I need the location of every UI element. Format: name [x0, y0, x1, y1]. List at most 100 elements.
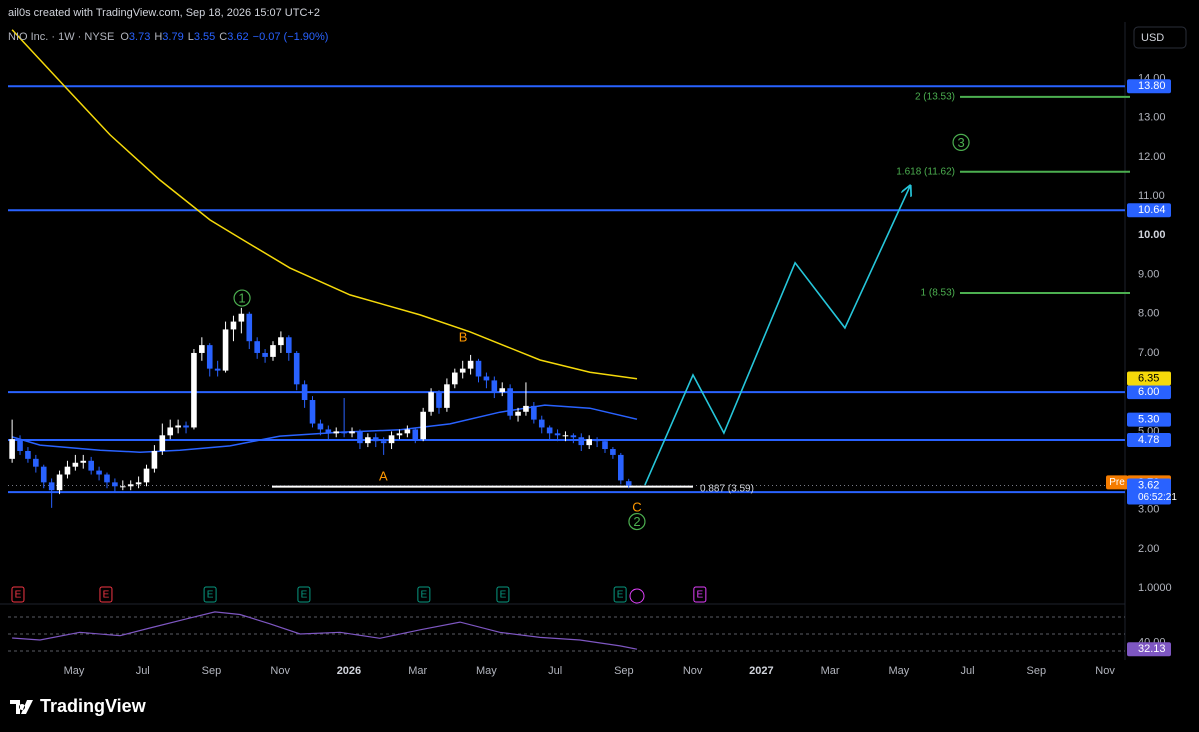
level-tag [1127, 203, 1171, 218]
candle-body [610, 449, 616, 455]
price-tag-label: 5.30 [1138, 414, 1159, 426]
candle-body [483, 376, 490, 381]
x-tick-label: 2027 [749, 665, 773, 677]
alert-icon [629, 588, 645, 604]
event-label: E [421, 590, 428, 601]
wave-label: A [379, 469, 388, 484]
legend-value: 3.73 [129, 31, 150, 43]
x-tick-label: Jul [548, 665, 562, 677]
event-label: E [697, 590, 704, 601]
plot-area [8, 29, 1125, 508]
candle-body [491, 380, 498, 393]
wave-circle [233, 289, 251, 307]
fib-label: 2 (13.53) [915, 92, 955, 103]
wave-label: C [632, 500, 641, 515]
price-tag-label: 3.62 [1138, 479, 1159, 491]
x-tick-label: Nov [683, 665, 703, 677]
y-tick-label: 7.00 [1138, 347, 1159, 359]
candle-body [222, 329, 229, 371]
candle-body [191, 352, 197, 428]
candle-body [388, 435, 395, 444]
y-tick-label: 11.00 [1138, 190, 1165, 202]
candle-body [341, 431, 347, 434]
candle-body [475, 360, 482, 377]
legend: NIO Inc. · 1W · NYSE O3.73 H3.79 L3.55 C3.62… [8, 31, 328, 43]
candle-body [254, 341, 260, 353]
candle-body [309, 400, 316, 424]
level-tag [1127, 79, 1171, 94]
x-tick-label: Jul [961, 665, 975, 677]
candle-body [127, 484, 134, 487]
candle-body [48, 482, 55, 491]
candle-body [554, 433, 561, 436]
brand: TradingView [10, 696, 147, 716]
candle-body [372, 437, 379, 442]
price-tag [1127, 371, 1171, 386]
level-tag-label: 13.80 [1138, 80, 1166, 92]
rsi-tag-label: 32.13 [1138, 643, 1166, 655]
legend-value: 3.55 [194, 31, 215, 43]
event-badge [297, 586, 311, 603]
wave-label: B [459, 330, 468, 345]
x-tick-label: Nov [1095, 665, 1115, 677]
candle-body [293, 352, 300, 385]
price-tag-label: 6.35 [1138, 372, 1159, 384]
legend-label: O [120, 31, 129, 43]
retrace-label: 0.887 (3.59) [700, 483, 754, 494]
rsi-line [12, 611, 638, 650]
candle-body [562, 435, 569, 437]
x-tick-label: May [476, 665, 497, 677]
candle-body [285, 337, 292, 353]
candle-body [380, 441, 387, 444]
event-label: E [15, 590, 22, 601]
y-tick-label: 8.00 [1138, 308, 1159, 320]
level-tag-label: 4.78 [1138, 434, 1159, 446]
ma-line [11, 404, 638, 453]
candle-body [96, 470, 102, 475]
x-tick-label: Mar [821, 665, 840, 677]
legend-value: 3.62 [227, 31, 248, 43]
candle-body [515, 411, 521, 416]
currency[interactable]: USD [1141, 32, 1164, 44]
event-badge [417, 586, 431, 603]
candle-body [507, 388, 513, 416]
candle-body [602, 441, 608, 450]
candle-body [357, 431, 363, 444]
candle-body [230, 321, 237, 330]
countdown: 06:52:21 [1138, 492, 1177, 503]
candle-body [396, 433, 403, 436]
event-label: E [103, 590, 110, 601]
currency-box[interactable] [1133, 26, 1187, 49]
candle-body [112, 482, 118, 487]
candle-body [325, 429, 332, 434]
fib-label: 1 (8.53) [921, 288, 955, 299]
price-tag [1127, 412, 1171, 427]
event-label: E [500, 590, 507, 601]
y-tick-label: 9.00 [1138, 268, 1159, 280]
candle-body [151, 450, 158, 469]
x-tick-label: May [888, 665, 909, 677]
ma-line [11, 29, 638, 380]
y-tick-label: 2.00 [1138, 543, 1159, 555]
candle-body [270, 345, 276, 357]
candle-body [412, 429, 419, 440]
event-badge [496, 586, 510, 603]
candle-body [452, 372, 458, 385]
pre-tag [1106, 475, 1128, 490]
candle-body [56, 474, 63, 491]
candle-body [467, 360, 474, 369]
rsi-tag [1127, 642, 1171, 657]
legend-change: −0.07 (−1.90%) [253, 31, 329, 43]
level-tag [1127, 433, 1171, 448]
x-tick-label: Mar [408, 665, 427, 677]
event-label: E [617, 590, 624, 601]
wave-circle [628, 512, 646, 531]
candle-body [175, 425, 181, 428]
candle-body [25, 450, 31, 459]
candle-body [88, 460, 94, 471]
candle-body [618, 454, 624, 481]
candle-body [538, 419, 545, 428]
candle-body [499, 388, 506, 393]
x-tick-label: May [64, 665, 85, 677]
candle-body [578, 437, 585, 446]
